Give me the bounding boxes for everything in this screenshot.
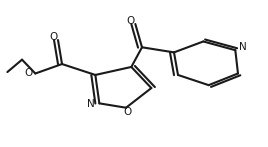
- Text: O: O: [126, 16, 135, 26]
- Text: O: O: [49, 32, 57, 42]
- Text: N: N: [87, 99, 95, 109]
- Text: N: N: [239, 42, 247, 52]
- Text: O: O: [123, 107, 132, 117]
- Text: O: O: [25, 68, 33, 78]
